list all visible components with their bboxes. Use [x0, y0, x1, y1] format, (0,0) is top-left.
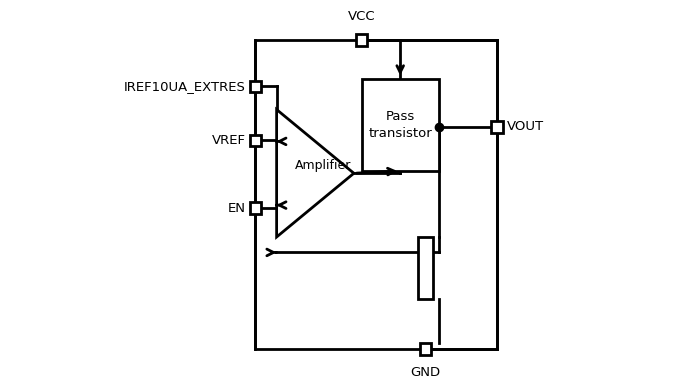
Text: VCC: VCC — [348, 10, 375, 23]
Text: EN: EN — [228, 202, 246, 214]
Bar — [250, 81, 261, 92]
Text: Pass
transistor: Pass transistor — [368, 110, 432, 140]
Bar — [362, 79, 439, 171]
Text: GND: GND — [410, 366, 440, 379]
Bar — [250, 202, 261, 214]
Bar — [418, 237, 433, 299]
Bar — [491, 121, 503, 133]
Text: VREF: VREF — [211, 134, 246, 147]
Text: IREF10UA_EXTRES: IREF10UA_EXTRES — [124, 80, 246, 93]
Bar — [256, 40, 497, 349]
Bar — [250, 135, 261, 146]
Bar — [419, 343, 431, 355]
Text: VOUT: VOUT — [506, 121, 543, 133]
Polygon shape — [276, 110, 354, 237]
Text: Amplifier: Amplifier — [295, 159, 351, 172]
Bar — [356, 34, 368, 46]
